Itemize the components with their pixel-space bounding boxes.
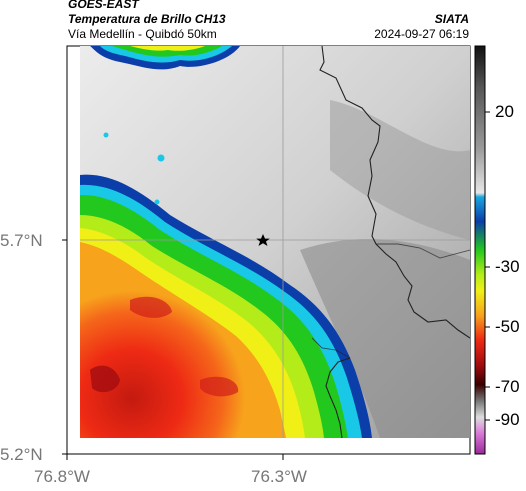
colorbar-tick-label: 20	[495, 102, 514, 121]
product-title: Temperatura de Brillo CH13	[68, 12, 226, 26]
x-tick-label: 76.3°W	[251, 467, 307, 486]
colorbar-tick-label: -70	[495, 377, 520, 396]
satellite-title: GOES-EAST	[68, 0, 139, 11]
x-tick-label: 76.8°W	[34, 467, 90, 486]
map-field	[80, 46, 470, 438]
y-tick-label: 5.2°N	[0, 445, 43, 464]
area-subtitle: Vía Medellín - Quibdó 50km	[68, 27, 217, 41]
timestamp-label: 2024-09-27 06:19	[374, 27, 469, 41]
colorbar-tick-label: -30	[495, 257, 520, 276]
colorbar	[474, 45, 486, 455]
organization-label: SIATA	[434, 12, 469, 26]
y-tick-label: 5.7°N	[0, 231, 43, 250]
colorbar-tick-label: -50	[495, 317, 520, 336]
star-icon	[256, 234, 270, 246]
colorbar-tick-label: -90	[495, 410, 520, 429]
